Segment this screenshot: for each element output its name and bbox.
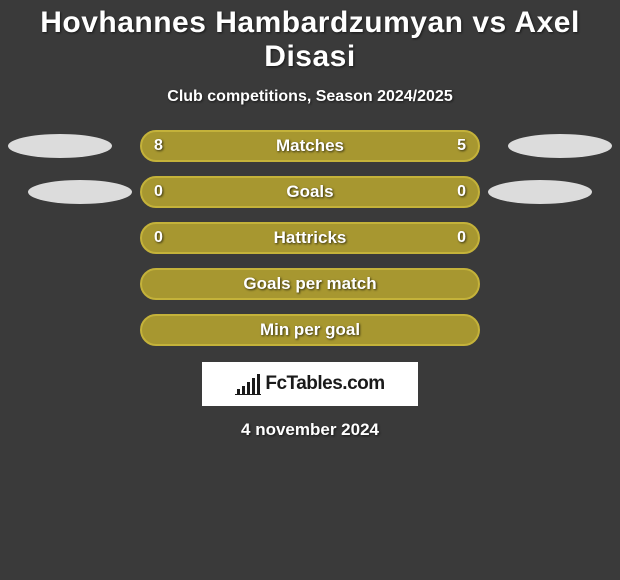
stat-bar: Matches 8 5 bbox=[140, 130, 480, 162]
subtitle: Club competitions, Season 2024/2025 bbox=[167, 88, 452, 106]
stat-label: Min per goal bbox=[260, 320, 360, 340]
player-ellipse-right bbox=[488, 180, 592, 204]
stat-value-right: 5 bbox=[457, 137, 466, 155]
stat-label: Goals per match bbox=[243, 274, 376, 294]
stat-row: Min per goal bbox=[0, 314, 620, 346]
stat-value-left: 0 bbox=[154, 183, 163, 201]
stat-bar: Hattricks 0 0 bbox=[140, 222, 480, 254]
logo-box: FcTables.com bbox=[202, 362, 418, 406]
stat-value-right: 0 bbox=[457, 229, 466, 247]
logo-text: FcTables.com bbox=[265, 373, 384, 395]
stats-section: Matches 8 5 Goals 0 0 Hattricks 0 0 Goals per mat… bbox=[0, 130, 620, 346]
stat-label: Matches bbox=[276, 136, 344, 156]
stat-row: Goals 0 0 bbox=[0, 176, 620, 208]
stat-bar: Goals per match bbox=[140, 268, 480, 300]
stat-value-right: 0 bbox=[457, 183, 466, 201]
stat-row: Goals per match bbox=[0, 268, 620, 300]
barchart-icon bbox=[235, 373, 261, 395]
stat-value-left: 8 bbox=[154, 137, 163, 155]
stat-value-left: 0 bbox=[154, 229, 163, 247]
player-ellipse-right bbox=[508, 134, 612, 158]
stat-bar: Goals 0 0 bbox=[140, 176, 480, 208]
stat-label: Hattricks bbox=[274, 228, 347, 248]
stat-bar: Min per goal bbox=[140, 314, 480, 346]
stat-row: Hattricks 0 0 bbox=[0, 222, 620, 254]
stat-label: Goals bbox=[286, 182, 333, 202]
page-title: Hovhannes Hambardzumyan vs Axel Disasi bbox=[0, 6, 620, 74]
player-ellipse-left bbox=[8, 134, 112, 158]
stat-row: Matches 8 5 bbox=[0, 130, 620, 162]
player-ellipse-left bbox=[28, 180, 132, 204]
date-label: 4 november 2024 bbox=[241, 420, 379, 440]
